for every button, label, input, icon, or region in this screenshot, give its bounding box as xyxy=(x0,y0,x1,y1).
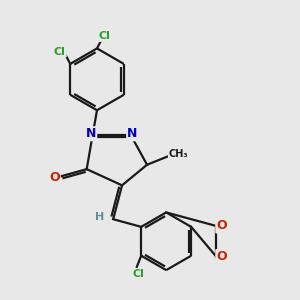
Text: CH₃: CH₃ xyxy=(169,149,188,159)
Text: Cl: Cl xyxy=(133,269,145,279)
Text: Cl: Cl xyxy=(98,31,110,41)
Text: O: O xyxy=(49,172,60,184)
Text: N: N xyxy=(86,127,96,140)
Text: H: H xyxy=(95,212,105,222)
Text: Cl: Cl xyxy=(54,46,66,56)
Text: O: O xyxy=(216,250,227,263)
Text: N: N xyxy=(127,127,137,140)
Text: O: O xyxy=(216,220,227,232)
